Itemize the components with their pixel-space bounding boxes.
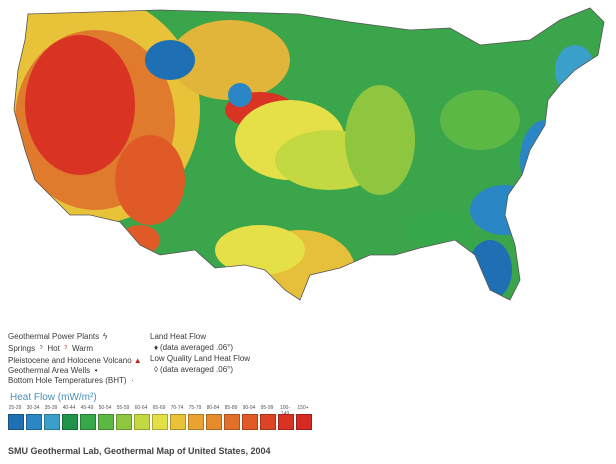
volcano-icon: ▲ bbox=[133, 356, 142, 365]
heat-flow-range-label: 65-69 bbox=[152, 405, 166, 411]
heat-flow-swatch bbox=[152, 414, 168, 430]
diamond-icon: ♦ bbox=[153, 343, 159, 352]
lightning-icon: ϟ bbox=[103, 332, 108, 341]
heat-flow-swatch bbox=[224, 414, 240, 430]
heat-flow-swatch bbox=[188, 414, 204, 430]
heat-flow-swatch bbox=[134, 414, 150, 430]
heat-flow-range-label: 40-44 bbox=[62, 405, 76, 411]
bht-dot-icon: · bbox=[131, 376, 134, 385]
heat-flow-swatch bbox=[44, 414, 60, 430]
heat-flow-range-label: 150+ bbox=[297, 405, 309, 411]
credit-line: SMU Geothermal Lab, Geothermal Map of Un… bbox=[8, 446, 271, 456]
heat-flow-swatch bbox=[260, 414, 276, 430]
heat-flow-range-label: 25-29 bbox=[8, 405, 22, 411]
legend-land-heat-flow: Land Heat Flow bbox=[150, 332, 207, 341]
us-outline bbox=[13, 7, 605, 301]
heat-flow-swatch bbox=[170, 414, 186, 430]
heat-flow-swatch bbox=[278, 414, 294, 430]
heat-flow-range-label: 35-39 bbox=[44, 405, 58, 411]
heat-flow-swatch bbox=[80, 414, 96, 430]
heat-flow-range-label: 75-79 bbox=[188, 405, 202, 411]
legend-lhf-note: ♦ (data averaged .06°) bbox=[153, 343, 234, 352]
us-heat-flow-map bbox=[13, 7, 605, 301]
heat-flow-range-label: 90-94 bbox=[242, 405, 256, 411]
heat-flow-ranges: 25-29 30-34 35-39 40-44 45-49 50-54 55-59 60-64… bbox=[8, 405, 328, 417]
legend-volcano: Pleistocene and Holocene Volcano ▲ bbox=[8, 356, 142, 365]
heat-flow-swatch bbox=[206, 414, 222, 430]
legend-bht: Bottom Hole Temperatures (BHT) · bbox=[8, 376, 137, 385]
heat-flow-range-label: 50-54 bbox=[98, 405, 112, 411]
heat-flow-swatch bbox=[26, 414, 42, 430]
heat-flow-swatch bbox=[242, 414, 258, 430]
heat-flow-range-label: 85-89 bbox=[224, 405, 238, 411]
well-dot-icon: • bbox=[94, 366, 98, 375]
heat-flow-swatch bbox=[116, 414, 132, 430]
small-diamond-icon: ◊ bbox=[154, 365, 158, 374]
heat-flow-range-label: 95-99 bbox=[260, 405, 274, 411]
heat-flow-swatch bbox=[98, 414, 114, 430]
heat-flow-swatch bbox=[296, 414, 312, 430]
heat-flow-range-label: 80-84 bbox=[206, 405, 220, 411]
legend-low-quality: Low Quality Land Heat Flow bbox=[150, 354, 251, 363]
heat-flow-range-label: 55-59 bbox=[116, 405, 130, 411]
spring-icon: ˀ bbox=[39, 344, 43, 353]
heat-flow-range-label: 45-49 bbox=[80, 405, 94, 411]
hot-spring-icon: ˀ bbox=[64, 344, 68, 353]
heat-flow-swatch bbox=[62, 414, 78, 430]
heat-flow-swatch bbox=[8, 414, 24, 430]
legend-lq-note: ◊ (data averaged .06°) bbox=[150, 365, 233, 374]
heat-flow-range-label: 70-74 bbox=[170, 405, 184, 411]
legend-power-plants: Geothermal Power Plants ϟ bbox=[8, 332, 108, 341]
heat-flow-range-label: 60-64 bbox=[134, 405, 148, 411]
heat-flow-surface bbox=[14, 8, 604, 300]
heat-flow-range-label: 30-34 bbox=[26, 405, 40, 411]
legend-area-wells: Geothermal Area Wells • bbox=[8, 366, 100, 375]
heat-flow-swatches bbox=[8, 414, 328, 430]
heat-flow-title: Heat Flow (mW/m²) bbox=[10, 392, 97, 403]
legend-springs: Springs ˀ Hot ˀ Warm bbox=[8, 344, 94, 353]
